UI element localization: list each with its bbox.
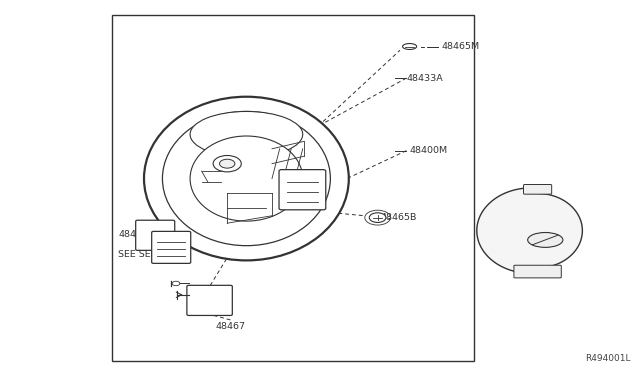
FancyBboxPatch shape	[187, 285, 232, 315]
Ellipse shape	[144, 97, 349, 260]
Text: 48465R: 48465R	[118, 230, 155, 239]
Circle shape	[213, 155, 241, 172]
FancyBboxPatch shape	[514, 265, 561, 278]
Ellipse shape	[403, 44, 417, 49]
Ellipse shape	[190, 112, 303, 157]
Text: SEE SEC.25I: SEE SEC.25I	[253, 146, 310, 155]
Text: SEE SEC.25I: SEE SEC.25I	[118, 250, 175, 259]
Circle shape	[172, 281, 180, 286]
Circle shape	[220, 159, 235, 168]
Text: 48467: 48467	[216, 322, 245, 331]
Text: R494001L: R494001L	[585, 354, 630, 363]
Text: 98510M: 98510M	[534, 230, 573, 239]
Bar	[112, 15, 474, 361]
FancyBboxPatch shape	[152, 231, 191, 263]
Text: 48465B: 48465B	[381, 213, 417, 222]
Ellipse shape	[527, 232, 563, 247]
Text: 48433A: 48433A	[406, 74, 443, 83]
FancyBboxPatch shape	[279, 170, 326, 210]
FancyBboxPatch shape	[524, 185, 552, 194]
FancyBboxPatch shape	[136, 220, 175, 250]
Text: 48465M: 48465M	[442, 42, 480, 51]
Ellipse shape	[163, 112, 330, 246]
Circle shape	[369, 213, 386, 222]
Text: 48400M: 48400M	[410, 146, 448, 155]
PathPatch shape	[477, 188, 582, 273]
Ellipse shape	[190, 136, 303, 221]
